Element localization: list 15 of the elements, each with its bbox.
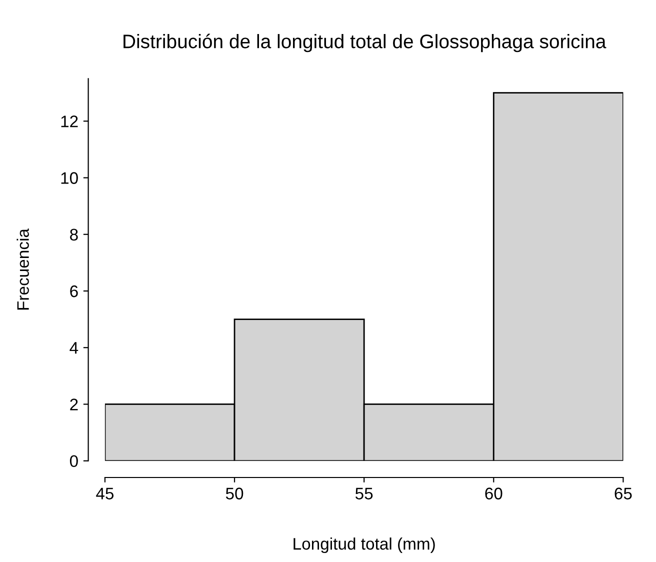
chart-title: Distribución de la longitud total de Glossophaga soricina xyxy=(124,34,606,52)
x-tick-label: 65 xyxy=(614,488,632,500)
y-tick-label: 10 xyxy=(61,172,78,184)
y-tick-label: 8 xyxy=(70,228,78,241)
y-tick-label: 2 xyxy=(70,398,78,410)
y-tick-label: 6 xyxy=(70,285,78,298)
x-tick-label: 45 xyxy=(96,488,114,500)
x-tick-label: 50 xyxy=(226,488,244,500)
x-tick-label: 60 xyxy=(485,488,502,500)
y-tick-label: 0 xyxy=(70,455,78,468)
x-axis-title: Longitud total (mm) xyxy=(294,537,435,554)
y-tick-label: 4 xyxy=(70,342,78,354)
y-axis-title: Frecuencia xyxy=(16,228,29,310)
y-tick-label: 12 xyxy=(61,116,78,128)
x-tick-label: 55 xyxy=(355,488,373,500)
